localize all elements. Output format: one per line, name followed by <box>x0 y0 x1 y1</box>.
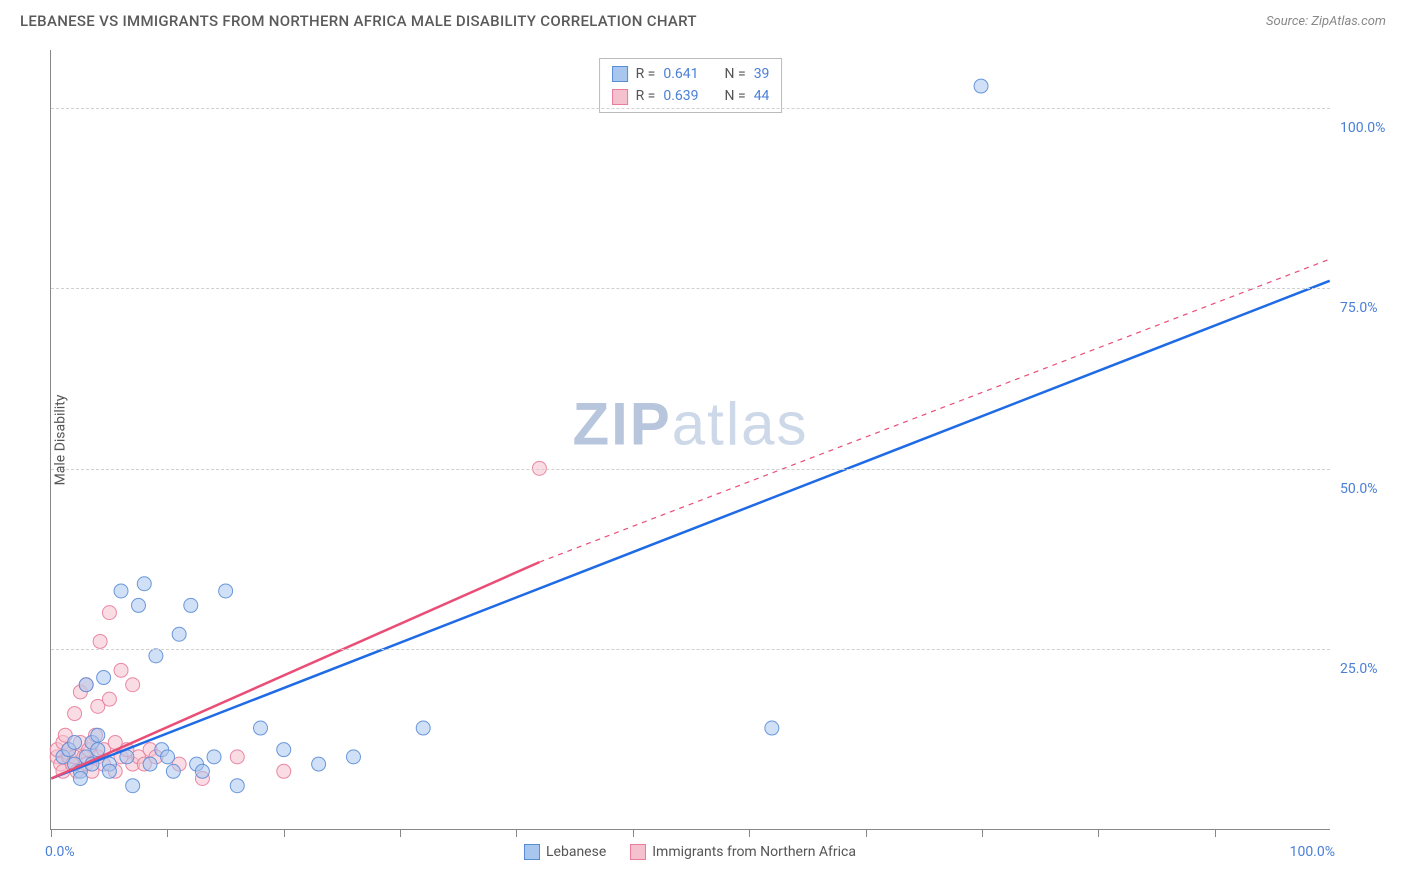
scatter-point <box>149 649 163 663</box>
scatter-point <box>765 721 779 735</box>
n-label: N = <box>725 85 746 107</box>
scatter-point <box>195 764 209 778</box>
x-tick <box>749 829 750 837</box>
gridline <box>51 469 1330 470</box>
x-tick <box>167 829 168 837</box>
x-tick <box>866 829 867 837</box>
n-value-a: 39 <box>754 63 770 85</box>
scatter-point <box>102 764 116 778</box>
chart-title: LEBANESE VS IMMIGRANTS FROM NORTHERN AFR… <box>20 12 697 30</box>
gridline <box>51 649 1330 650</box>
x-min-label: 0.0% <box>45 844 75 860</box>
x-tick <box>516 829 517 837</box>
trend-line-dashed <box>539 259 1329 562</box>
scatter-point <box>312 757 326 771</box>
trend-line <box>51 281 1329 779</box>
x-tick <box>633 829 634 837</box>
x-tick <box>400 829 401 837</box>
x-tick <box>982 829 983 837</box>
scatter-point <box>102 692 116 706</box>
scatter-point <box>143 757 157 771</box>
scatter-point <box>230 779 244 793</box>
scatter-point <box>230 750 244 764</box>
scatter-point <box>254 721 268 735</box>
scatter-point <box>416 721 430 735</box>
swatch-northern-africa <box>612 89 628 105</box>
scatter-point <box>68 707 82 721</box>
y-tick-label: 50.0% <box>1340 481 1400 497</box>
x-tick <box>51 829 52 837</box>
swatch-lebanese <box>612 66 628 82</box>
legend-row-b: R = 0.639 N = 44 <box>612 85 770 107</box>
n-value-b: 44 <box>754 85 770 107</box>
swatch-northern-africa-icon <box>630 844 646 860</box>
source-label: Source: ZipAtlas.com <box>1266 14 1386 29</box>
scatter-point <box>166 764 180 778</box>
r-label: R = <box>636 63 656 85</box>
scatter-point <box>102 606 116 620</box>
x-tick <box>1098 829 1099 837</box>
y-tick-label: 25.0% <box>1340 661 1400 677</box>
legend-label-a: Lebanese <box>546 844 606 860</box>
scatter-point <box>277 743 291 757</box>
scatter-point <box>161 750 175 764</box>
scatter-point <box>172 627 186 641</box>
scatter-point <box>346 750 360 764</box>
scatter-point <box>277 764 291 778</box>
scatter-point <box>126 678 140 692</box>
plot-svg <box>51 50 1330 829</box>
r-value-a: 0.641 <box>663 63 698 85</box>
x-tick <box>284 829 285 837</box>
scatter-point <box>207 750 221 764</box>
series-legend: Lebanese Immigrants from Northern Africa <box>524 844 856 860</box>
y-tick-label: 75.0% <box>1340 300 1400 316</box>
scatter-point <box>184 598 198 612</box>
y-axis-title: Male Disability <box>52 395 68 486</box>
y-tick-label: 100.0% <box>1340 120 1400 136</box>
gridline <box>51 108 1330 109</box>
r-value-b: 0.639 <box>663 85 698 107</box>
scatter-point <box>126 779 140 793</box>
n-label: N = <box>725 63 746 85</box>
scatter-point <box>93 634 107 648</box>
swatch-lebanese-icon <box>524 844 540 860</box>
scatter-point <box>114 584 128 598</box>
scatter-point <box>114 663 128 677</box>
correlation-legend: R = 0.641 N = 39 R = 0.639 N = 44 <box>599 58 783 113</box>
scatter-point <box>91 728 105 742</box>
scatter-point <box>68 735 82 749</box>
legend-item-northern-africa: Immigrants from Northern Africa <box>630 844 856 860</box>
scatter-point <box>137 577 151 591</box>
scatter-point <box>97 671 111 685</box>
scatter-point <box>131 598 145 612</box>
scatter-point <box>79 678 93 692</box>
scatter-point <box>974 79 988 93</box>
gridline <box>51 288 1330 289</box>
legend-row-a: R = 0.641 N = 39 <box>612 63 770 85</box>
scatter-point <box>73 772 87 786</box>
x-max-label: 100.0% <box>1290 844 1335 860</box>
plot-region: ZIPatlas R = 0.641 N = 39 R = 0.639 N = … <box>50 50 1330 830</box>
legend-item-lebanese: Lebanese <box>524 844 606 860</box>
x-tick <box>1215 829 1216 837</box>
chart-area: ZIPatlas R = 0.641 N = 39 R = 0.639 N = … <box>50 50 1330 830</box>
scatter-point <box>219 584 233 598</box>
r-label: R = <box>636 85 656 107</box>
legend-label-b: Immigrants from Northern Africa <box>652 844 856 860</box>
